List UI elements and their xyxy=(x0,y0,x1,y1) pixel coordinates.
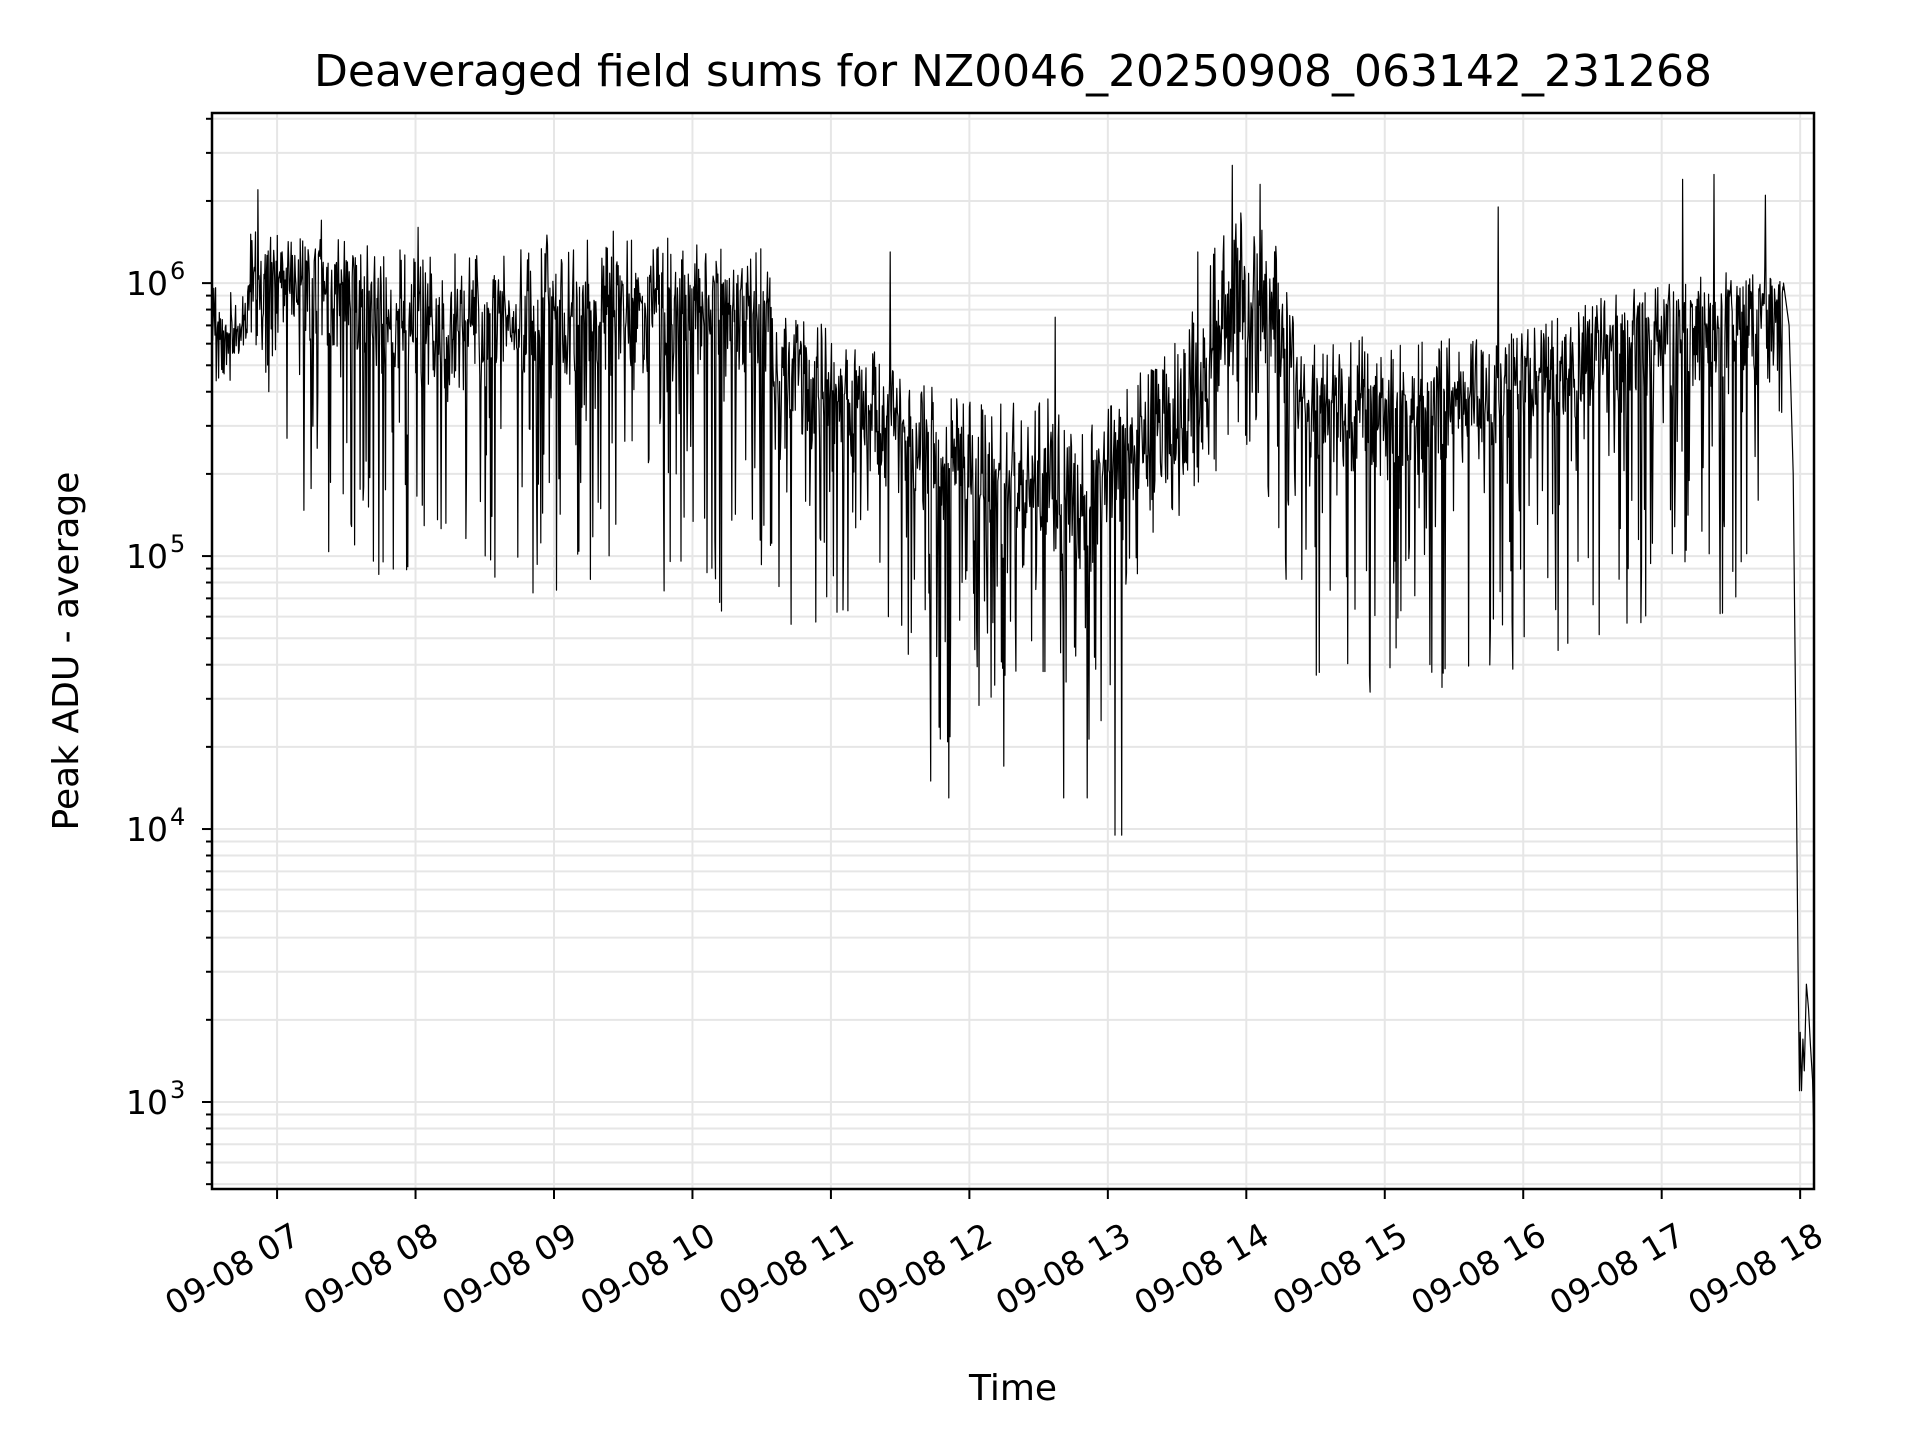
chart-title: Deaveraged field sums for NZ0046_2025090… xyxy=(314,46,1712,97)
plot-area xyxy=(212,164,1814,1145)
x-tick-label: 09-08 11 xyxy=(712,1215,860,1323)
x-tick-label: 09-08 09 xyxy=(435,1215,583,1323)
x-tick-label: 09-08 07 xyxy=(158,1215,306,1323)
plot-frame xyxy=(210,111,1816,1191)
grid xyxy=(212,113,1814,1189)
x-tick-label: 09-08 16 xyxy=(1404,1215,1552,1323)
y-tick-label: 10 xyxy=(126,810,168,849)
x-tick-label: 09-08 13 xyxy=(989,1215,1137,1323)
y-tick-exponent: 3 xyxy=(170,1076,185,1104)
y-tick-label: 10 xyxy=(126,537,168,576)
y-tick-label: 10 xyxy=(126,1083,168,1122)
x-tick-label: 09-08 14 xyxy=(1128,1215,1276,1323)
x-tick-label: 09-08 10 xyxy=(574,1215,722,1323)
x-tick-label: 09-08 15 xyxy=(1266,1215,1414,1323)
x-tick-label: 09-08 08 xyxy=(297,1215,445,1323)
axis-ticks xyxy=(202,117,1802,1199)
y-tick-exponent: 5 xyxy=(170,530,185,558)
y-axis-label: Peak ADU - average xyxy=(46,472,87,831)
x-axis-label: Time xyxy=(968,1368,1057,1409)
y-tick-exponent: 6 xyxy=(170,257,185,285)
series-line xyxy=(212,164,1814,1145)
y-tick-label: 10 xyxy=(126,264,168,303)
x-tick-label: 09-08 17 xyxy=(1543,1215,1691,1323)
x-tick-label: 09-08 12 xyxy=(851,1215,999,1323)
y-tick-exponent: 4 xyxy=(170,803,185,831)
x-tick-label: 09-08 18 xyxy=(1681,1215,1829,1323)
